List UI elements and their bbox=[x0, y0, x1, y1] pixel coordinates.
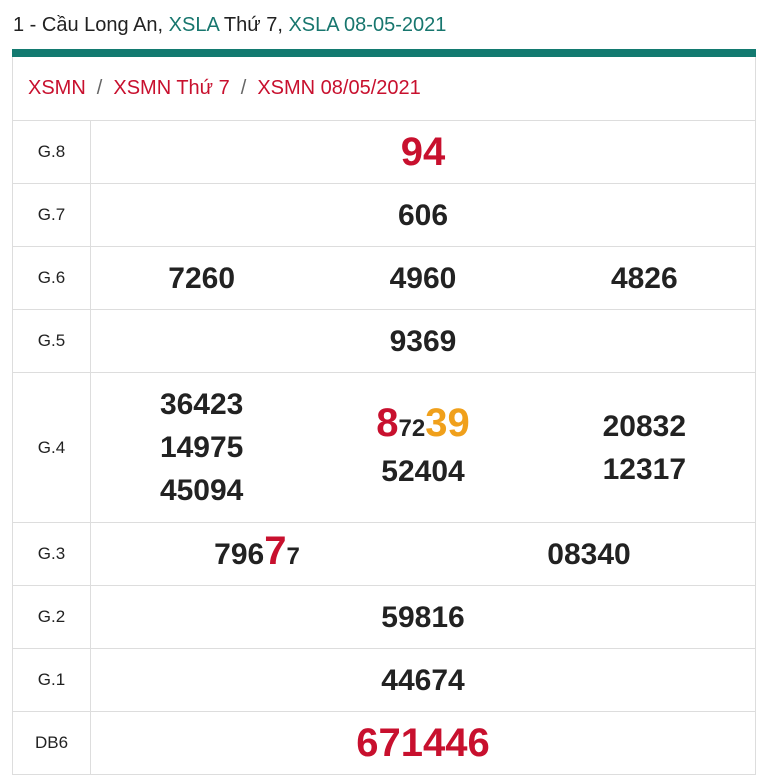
result-row: G.4 36423 14975 45094 87239 52404 20832 12317 bbox=[13, 373, 755, 523]
prize-column: 20832 12317 bbox=[534, 405, 755, 491]
prize-column: 08340 bbox=[423, 533, 755, 576]
prize-number: 36423 bbox=[159, 388, 244, 421]
prize-label: G.2 bbox=[13, 586, 91, 648]
prize-number: 08340 bbox=[547, 537, 631, 571]
prize-label: G.5 bbox=[13, 310, 91, 372]
prize-number: 4960 bbox=[389, 261, 457, 295]
prize-column: 4960 bbox=[312, 257, 533, 300]
result-row: G.5 9369 bbox=[13, 310, 755, 373]
prize-column: 7260 bbox=[91, 257, 312, 300]
prize-label: DB6 bbox=[13, 712, 91, 774]
prize-number: 4826 bbox=[610, 261, 678, 295]
prize-column: 59816 bbox=[91, 596, 755, 639]
prize-column: 671446 bbox=[91, 720, 755, 765]
prize-number: 52404 bbox=[381, 455, 465, 488]
header-bar bbox=[12, 49, 756, 57]
prize-number: 20832 bbox=[602, 409, 687, 443]
prize-column: 4826 bbox=[534, 257, 755, 300]
prize-column: 87239 52404 bbox=[312, 402, 533, 493]
prize-label: G.6 bbox=[13, 247, 91, 309]
header-link[interactable]: XSLA bbox=[168, 14, 219, 36]
prize-number: 79677 bbox=[214, 530, 300, 578]
prize-column: 94 bbox=[91, 129, 755, 174]
number-part: 39 bbox=[425, 401, 470, 445]
prize-number: 671446 bbox=[356, 720, 490, 765]
prize-number: 87239 bbox=[376, 402, 469, 450]
prize-column: 9369 bbox=[91, 320, 755, 363]
number-part: 7 bbox=[264, 529, 287, 573]
prize-number: 59816 bbox=[381, 600, 465, 634]
prize-values: 7260 4960 4826 bbox=[91, 247, 755, 309]
breadcrumb-separator: / bbox=[240, 77, 247, 99]
result-row: G.1 44674 bbox=[13, 649, 755, 712]
breadcrumb-separator: / bbox=[96, 77, 103, 99]
result-row: G.8 94 bbox=[13, 121, 755, 184]
prize-number: 14975 bbox=[159, 431, 244, 464]
header-text: 1 - Cầu Long An, bbox=[13, 14, 164, 36]
header-text: Thứ 7, bbox=[223, 14, 283, 36]
prize-values: 94 bbox=[91, 121, 755, 183]
header-link[interactable]: XSLA 08-05-2021 bbox=[288, 14, 447, 36]
prize-values: 606 bbox=[91, 184, 755, 246]
number-part: 796 bbox=[214, 538, 265, 571]
prize-values: 79677 08340 bbox=[91, 523, 755, 585]
result-row: G.7 606 bbox=[13, 184, 755, 247]
prize-column: 606 bbox=[91, 194, 755, 237]
prize-number: 606 bbox=[397, 198, 449, 232]
prize-values: 59816 bbox=[91, 586, 755, 648]
prize-column: 79677 bbox=[91, 530, 423, 578]
prize-label: G.7 bbox=[13, 184, 91, 246]
prize-values: 44674 bbox=[91, 649, 755, 711]
prize-number: 94 bbox=[400, 129, 446, 174]
prize-label: G.3 bbox=[13, 523, 91, 585]
breadcrumb-link[interactable]: XSMN Thứ 7 bbox=[113, 77, 230, 99]
prize-number: 44674 bbox=[381, 663, 465, 697]
number-part: 7 bbox=[286, 543, 300, 570]
prize-values: 36423 14975 45094 87239 52404 20832 12317 bbox=[91, 373, 755, 522]
results-table: G.8 94 G.7 606 G.6 7260 4960 4826 G.5 9369 G.4 3642… bbox=[13, 121, 755, 775]
prize-label: G.1 bbox=[13, 649, 91, 711]
prize-values: 671446 bbox=[91, 712, 755, 774]
prize-values: 9369 bbox=[91, 310, 755, 372]
prize-column: 36423 14975 45094 bbox=[91, 383, 312, 512]
prize-number: 12317 bbox=[602, 452, 687, 486]
results-box: XSMN / XSMN Thứ 7 / XSMN 08/05/2021 G.8 9… bbox=[12, 57, 756, 775]
prize-number: 9369 bbox=[389, 324, 457, 358]
prize-number: 45094 bbox=[159, 474, 244, 507]
breadcrumb-link[interactable]: XSMN 08/05/2021 bbox=[257, 77, 421, 99]
prize-label: G.4 bbox=[13, 373, 91, 522]
prize-number: 7260 bbox=[168, 261, 236, 295]
breadcrumb-link[interactable]: XSMN bbox=[28, 77, 86, 99]
number-part: 8 bbox=[376, 401, 399, 445]
number-part: 72 bbox=[398, 415, 426, 442]
result-row: G.3 79677 08340 bbox=[13, 523, 755, 586]
prize-label: G.8 bbox=[13, 121, 91, 183]
result-row: G.6 7260 4960 4826 bbox=[13, 247, 755, 310]
header: 1 - Cầu Long An, XSLA Thứ 7, XSLA 08-05-… bbox=[13, 14, 446, 37]
prize-column: 44674 bbox=[91, 659, 755, 702]
breadcrumb: XSMN / XSMN Thứ 7 / XSMN 08/05/2021 bbox=[13, 57, 755, 121]
result-row: G.2 59816 bbox=[13, 586, 755, 649]
result-row: DB6 671446 bbox=[13, 712, 755, 775]
